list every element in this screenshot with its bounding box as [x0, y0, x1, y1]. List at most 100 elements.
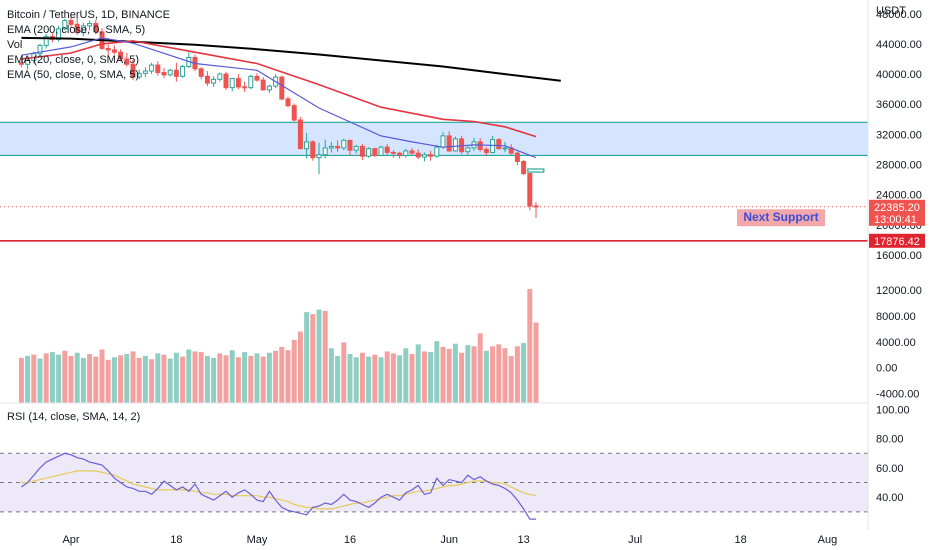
volume-bar: [384, 351, 390, 403]
volume-bar: [483, 350, 489, 403]
price-tick-label: 16000.00: [876, 250, 922, 262]
candle-body: [105, 47, 111, 51]
volume-bar: [37, 358, 43, 403]
price-tick-label: 48000.00: [876, 9, 922, 21]
candle-body: [384, 146, 390, 153]
volume-bar: [409, 354, 415, 403]
candle: [142, 67, 148, 78]
volume-bar: [173, 352, 179, 403]
candle: [186, 52, 192, 69]
volume-bar: [161, 354, 167, 403]
candle-body: [260, 79, 266, 91]
candle-body: [180, 66, 186, 77]
candle: [304, 132, 310, 159]
volume-bar: [273, 350, 279, 403]
volume-bar: [397, 355, 403, 403]
candle: [80, 22, 86, 37]
candle-body: [211, 78, 217, 84]
rsi-tick-label: 80.00: [876, 434, 904, 446]
volume-bar: [87, 354, 93, 403]
candle-body: [204, 75, 210, 84]
volume-bar: [490, 346, 496, 403]
volume-tick-label: 4000.00: [876, 337, 916, 349]
volume-bar: [341, 342, 347, 403]
volume-bar: [198, 352, 204, 403]
price-tick-label: 28000.00: [876, 159, 922, 171]
candle: [173, 62, 179, 82]
candle-body: [310, 141, 316, 159]
candle-body: [359, 145, 365, 157]
y-axis-title: USDT: [876, 5, 906, 17]
volume-bar: [372, 354, 378, 403]
volume-bar: [105, 359, 111, 403]
volume-bar: [56, 354, 62, 403]
candle: [384, 144, 390, 156]
volume-bar: [93, 356, 99, 403]
rsi-tick-label: 60.00: [876, 463, 904, 475]
candle-body: [248, 75, 254, 89]
current-price-tag-text: 22385.20: [874, 202, 920, 214]
volume-bar: [459, 352, 465, 403]
legend-ema200: EMA (200, close, 0, SMA, 5): [7, 24, 146, 36]
candle-body: [496, 139, 502, 150]
candle: [347, 139, 353, 156]
candle-body: [353, 145, 359, 151]
rsi-pane: [0, 402, 868, 520]
candle-body: [514, 152, 520, 162]
current-price-tag: [869, 199, 925, 226]
volume-bar: [43, 353, 49, 403]
candle-body: [25, 59, 31, 65]
volume-bar: [335, 355, 341, 403]
volume-bar: [180, 356, 186, 403]
rsi-tick-label: 100.00: [876, 404, 910, 416]
candle: [316, 142, 322, 175]
candle-body: [490, 139, 496, 153]
x-tick-label: May: [247, 534, 268, 546]
candle-body: [465, 147, 471, 153]
candle: [242, 81, 248, 93]
candle: [452, 136, 458, 152]
candle: [136, 69, 142, 80]
volume-bar: [328, 348, 334, 403]
candle: [118, 49, 124, 62]
volume-bar: [49, 352, 55, 403]
candle: [328, 141, 334, 153]
candle: [483, 147, 489, 156]
volume-bar: [415, 344, 421, 403]
volume-bar: [111, 357, 117, 403]
volume-bar: [80, 357, 86, 403]
volume-bar: [310, 314, 316, 403]
candle-body: [149, 64, 155, 72]
candle: [378, 145, 384, 157]
candle-body: [62, 20, 68, 30]
candle-body: [304, 141, 310, 150]
x-tick-label: Jun: [440, 534, 458, 546]
candle: [180, 65, 186, 78]
candle-body: [366, 148, 372, 157]
candle: [223, 71, 229, 90]
candle-body: [421, 154, 427, 158]
candle-body: [322, 147, 328, 156]
candle-body: [74, 23, 80, 34]
volume-bar: [74, 352, 80, 403]
price-pane[interactable]: Next Support: [0, 13, 868, 242]
candle-body: [521, 160, 527, 175]
candle-body: [415, 152, 421, 158]
candle-body: [223, 73, 229, 89]
candle: [514, 151, 520, 166]
candle: [403, 148, 409, 158]
x-tick-label: Aug: [818, 534, 838, 546]
candle-body: [161, 72, 167, 76]
volume-bar: [223, 355, 229, 403]
candle-body: [428, 154, 434, 157]
candle: [235, 74, 241, 90]
volume-bar: [260, 356, 266, 403]
candle: [279, 75, 285, 101]
candle-body: [173, 69, 179, 77]
price-tick-label: 24000.00: [876, 190, 922, 202]
candle-body: [142, 70, 148, 74]
candle: [105, 44, 111, 56]
pending-bar-marker: [527, 168, 545, 173]
